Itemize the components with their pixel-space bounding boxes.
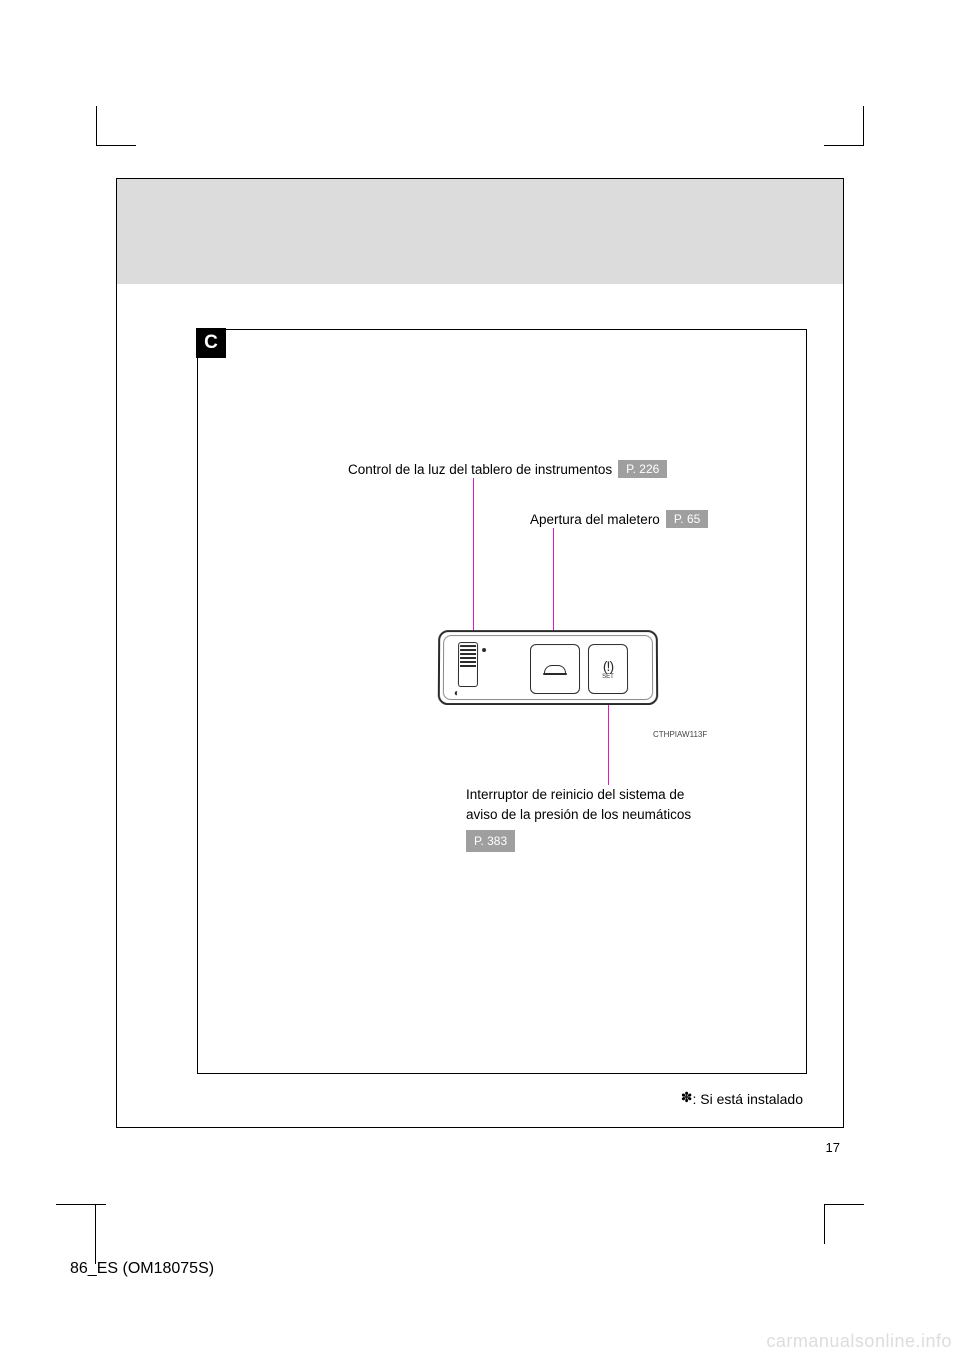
label-text-line1: Interruptor de reinicio del sistema de — [466, 785, 691, 805]
crop-mark — [824, 106, 864, 146]
trunk-button — [530, 644, 580, 694]
page-ref: P. 383 — [466, 830, 515, 852]
dimmer-knob: ◐ — [452, 642, 500, 697]
footnote-text: : Si está instalado — [692, 1091, 803, 1107]
footnote: ✽: Si está instalado — [681, 1089, 803, 1107]
label-text: Control de la luz del tablero de instrum… — [348, 462, 612, 477]
document-code: 86_ES (OM18075S) — [70, 1260, 214, 1278]
diagram-frame: C Control de la luz del tablero de instr… — [197, 329, 807, 1074]
header-band — [117, 179, 843, 284]
section-badge: C — [196, 328, 226, 358]
page-ref: P. 65 — [666, 510, 708, 528]
label-tpms-reset: Interruptor de reinicio del sistema de a… — [466, 785, 691, 852]
set-label: SET — [602, 673, 614, 679]
watermark: carmanualsonline.info — [766, 1331, 952, 1352]
gauge-icon: ◐ — [454, 688, 460, 699]
label-text-line2: aviso de la presión de los neumáticos — [466, 805, 691, 825]
crop-mark — [96, 106, 136, 146]
tpms-set-button: (!) SET — [588, 644, 628, 694]
callout-line — [553, 528, 554, 640]
crop-mark — [824, 1204, 864, 1244]
image-code: CTHPIAW113F — [653, 730, 707, 739]
page-ref: P. 226 — [618, 460, 667, 478]
tpms-icon: (!) — [603, 659, 613, 673]
dimmer-dot-icon — [482, 648, 486, 652]
crop-mark — [56, 1204, 96, 1244]
page-frame: C Control de la luz del tablero de instr… — [116, 178, 844, 1128]
panel-plate: ◐ (!) SET — [438, 630, 658, 705]
switch-panel-diagram: ◐ (!) SET — [438, 630, 658, 705]
label-text: Apertura del maletero — [530, 512, 660, 527]
trunk-icon — [544, 665, 566, 673]
label-trunk-opener: Apertura del maletero P. 65 — [530, 510, 708, 528]
footnote-symbol: ✽ — [681, 1089, 693, 1105]
callout-line — [473, 478, 474, 640]
label-dashboard-light: Control de la luz del tablero de instrum… — [348, 460, 667, 478]
page-number: 17 — [826, 1140, 840, 1155]
dimmer-scale-icon — [460, 645, 476, 666]
